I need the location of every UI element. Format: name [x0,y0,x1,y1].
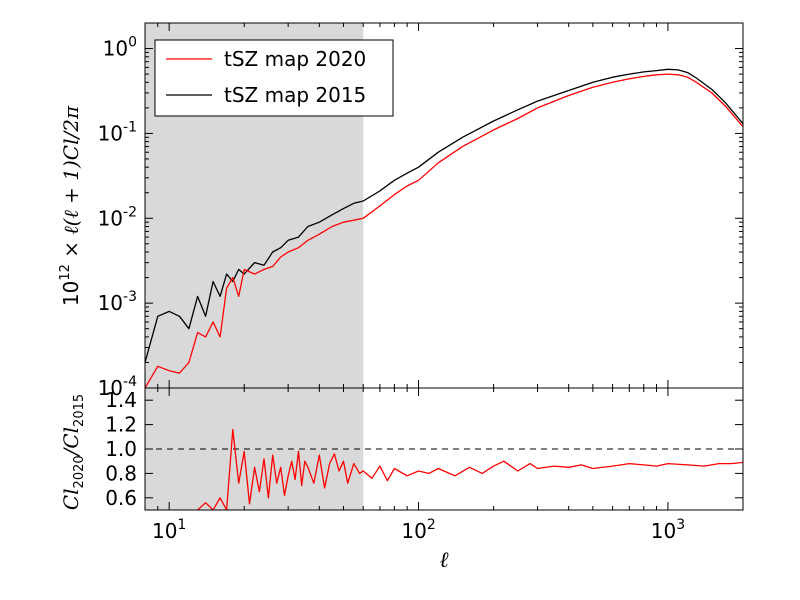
top-y-axis-label: 1012 × ℓ(ℓ + 1)Cl/2π [58,105,83,306]
bottom-y-axis: 0.60.81.01.21.4 [105,388,743,510]
bottom-y-tick-label: 1.4 [105,388,137,412]
legend-box [154,39,394,117]
bottom-y-tick-label: 0.8 [105,461,137,485]
x-tick-label: 102 [401,517,435,543]
top-panel: 10-4 10-3 10-2 10-1 100 tSZ map 2020 tSZ map… [58,22,744,400]
bottom-y-tick-label: 1.2 [105,413,137,437]
series-line-tsz-map-2020 [145,73,743,388]
top-y-tick-label: 10-3 [98,289,137,315]
x-tick-label: 103 [651,517,685,543]
top-y-tick-label: 10-1 [98,119,137,145]
bottom-y-tick-label: 0.6 [105,486,137,510]
bottom-series-group [197,428,743,510]
bottom-y-tick-label: 1.0 [105,437,137,461]
top-y-tick-label: 10-2 [98,204,137,230]
series-line-ratio [197,428,743,510]
legend-label-2020: tSZ map 2020 [224,47,366,71]
x-axis-label: ℓ [439,548,449,573]
legend-label-2015: tSZ map 2015 [224,83,366,107]
top-y-axis: 10-4 10-3 10-2 10-1 100 [98,35,743,400]
bottom-x-axis: 101 102 103 [144,388,685,543]
x-tick-label: 101 [152,517,186,543]
top-x-ticks [144,23,669,388]
bottom-shaded-region [145,388,364,510]
top-y-tick-label: 10-4 [98,374,138,400]
top-series-group [145,68,743,388]
series-line-tsz-map-2015 [145,68,743,363]
legend: tSZ map 2020 tSZ map 2015 [154,39,394,117]
bottom-panel: 0.60.81.01.21.4 101 102 103 Cl2020/Cl2015 … [59,387,744,573]
top-y-tick-label: 100 [103,35,137,61]
bottom-y-axis-label: Cl2020/Cl2015 [59,394,87,510]
